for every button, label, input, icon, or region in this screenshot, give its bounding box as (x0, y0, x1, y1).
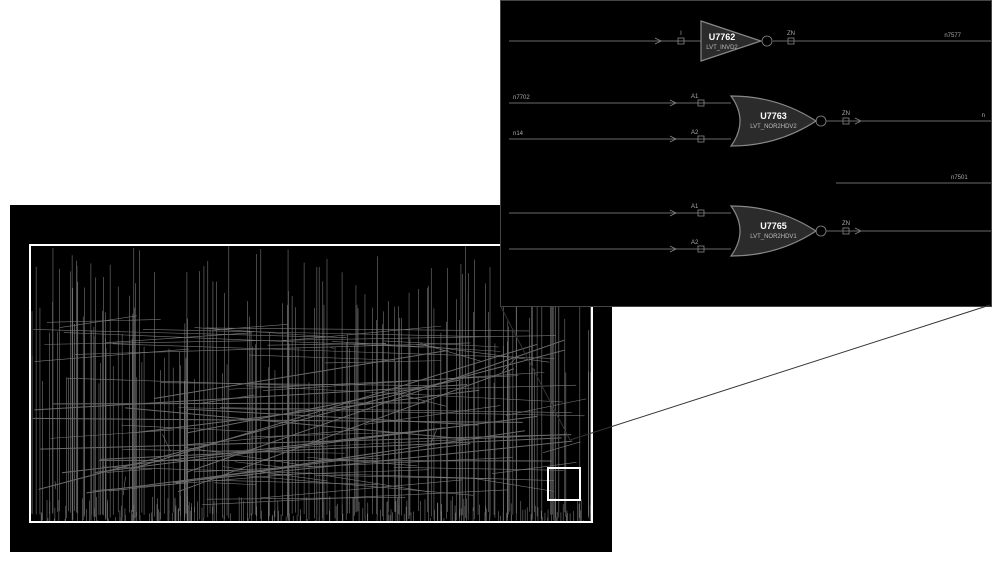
svg-text:ZN: ZN (787, 31, 795, 37)
zoom-region-box[interactable] (547, 467, 581, 501)
gate-subtype: LVT_NOR2HDV2 (750, 124, 797, 130)
gate-name: U7765 (760, 221, 787, 231)
svg-text:n7702: n7702 (513, 95, 530, 101)
svg-text:I: I (680, 31, 682, 37)
gate-name: U7762 (709, 32, 736, 42)
gate-subtype: LVT_INVD2 (706, 45, 738, 51)
svg-text:ZN: ZN (842, 221, 850, 227)
svg-text:n: n (982, 113, 985, 119)
gate-name: U7763 (760, 111, 787, 121)
svg-text:A1: A1 (691, 204, 699, 210)
svg-text:n7501: n7501 (951, 175, 968, 181)
svg-text:A1: A1 (691, 94, 699, 100)
svg-text:ZN: ZN (842, 111, 850, 117)
detail-panel: I U7762 LVT_INVD2 ZN n7577 n7702 A1 n14 A2 U7763 L… (500, 0, 992, 307)
svg-text:A2: A2 (691, 130, 699, 136)
svg-text:n14: n14 (513, 131, 524, 137)
svg-text:A2: A2 (691, 240, 699, 246)
schematic-detail: I U7762 LVT_INVD2 ZN n7577 n7702 A1 n14 A2 U7763 L… (501, 1, 991, 306)
gate-subtype: LVT_NOR2HDV1 (750, 234, 797, 240)
svg-text:n7577: n7577 (944, 33, 961, 39)
